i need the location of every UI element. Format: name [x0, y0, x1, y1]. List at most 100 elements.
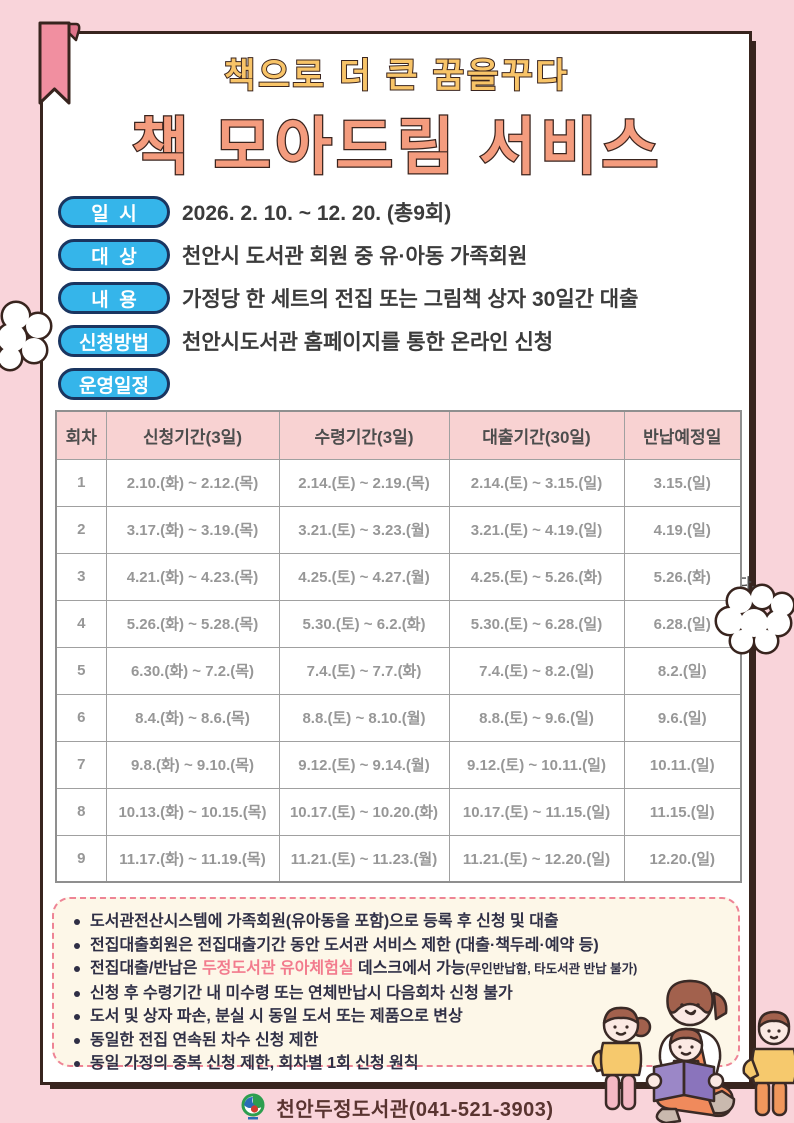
- header-loan-period: 대출기간(30일): [448, 410, 625, 460]
- note-text: 신청 후 수령기간 내 미수령 또는 연체반납시 다음회차 신청 불가: [90, 984, 513, 1002]
- cell-loan: 7.4.(토) ~ 8.2.(일): [448, 646, 625, 695]
- note-item: 전집대출/반납은 두정도서관 유아체험실 데스크에서 가능(무인반납함, 타도서…: [72, 957, 728, 982]
- cell-apply: 11.17.(화) ~ 11.19.(목): [105, 834, 280, 883]
- library-logo-icon: [241, 1093, 265, 1120]
- note-item: 도서 및 상자 파손, 분실 시 동일 도서 또는 제품으로 변상: [72, 1005, 728, 1029]
- cell-apply: 4.21.(화) ~ 4.23.(목): [105, 552, 280, 601]
- library-name-phone: 천안두정도서관(041-521-3903): [276, 1098, 554, 1121]
- cell-apply: 8.4.(화) ~ 8.6.(목): [105, 693, 280, 742]
- target-value: 천안시 도서관 회원 중 유·아동 가족회원: [182, 245, 528, 268]
- cell-round: 3: [55, 552, 107, 601]
- note-text: 동일한 전집 연속된 차수 신청 제한: [90, 1031, 319, 1049]
- schedule-table: 회차 신청기간(3일) 수령기간(3일) 대출기간(30일) 반납예정일 1 2…: [55, 410, 742, 883]
- cell-receive: 10.17.(토) ~ 10.20.(화): [278, 787, 450, 836]
- cell-apply: 2.10.(화) ~ 2.12.(목): [105, 458, 280, 507]
- note-item: 신청 후 수령기간 내 미수령 또는 연체반납시 다음회차 신청 불가: [72, 982, 728, 1006]
- cell-receive: 11.21.(토) ~ 11.23.(월): [278, 834, 450, 883]
- cell-loan: 8.8.(토) ~ 9.6.(일): [448, 693, 625, 742]
- table-row: 6 8.4.(화) ~ 8.6.(목) 8.8.(토) ~ 8.10.(월) 8…: [55, 693, 742, 742]
- table-row: 4 5.26.(화) ~ 5.28.(목) 5.30.(토) ~ 6.2.(화)…: [55, 599, 742, 648]
- footer: 천안두정도서관(041-521-3903): [0, 1091, 794, 1123]
- cell-return: 4.19.(일): [623, 505, 742, 554]
- cell-loan: 5.30.(토) ~ 6.28.(일): [448, 599, 625, 648]
- table-row: 7 9.8.(화) ~ 9.10.(목) 9.12.(토) ~ 9.14.(월)…: [55, 740, 742, 789]
- cell-receive: 4.25.(토) ~ 4.27.(월): [278, 552, 450, 601]
- cell-round: 8: [55, 787, 107, 836]
- table-row: 9 11.17.(화) ~ 11.19.(목) 11.21.(토) ~ 11.2…: [55, 834, 742, 883]
- note-highlight-text: 두정도서관 유아체험실: [201, 960, 354, 977]
- cell-round: 9: [55, 834, 107, 883]
- cell-loan: 3.21.(토) ~ 4.19.(일): [448, 505, 625, 554]
- cell-round: 1: [55, 458, 107, 507]
- poster-subtitle: 책으로 더 큰 꿈을꾸다: [223, 56, 570, 96]
- cell-loan: 10.17.(토) ~ 11.15.(일): [448, 787, 625, 836]
- cell-loan: 2.14.(토) ~ 3.15.(일): [448, 458, 625, 507]
- cell-loan: 11.21.(토) ~ 12.20.(일): [448, 834, 625, 883]
- content-value: 가정당 한 세트의 전집 또는 그림책 상자 30일간 대출: [182, 288, 639, 311]
- info-row-date: 일 시 2026. 2. 10. ~ 12. 20. (총9회): [58, 196, 451, 228]
- note-item: 동일한 전집 연속된 차수 신청 제한: [72, 1029, 728, 1053]
- cell-receive: 9.12.(토) ~ 9.14.(월): [278, 740, 450, 789]
- cell-round: 7: [55, 740, 107, 789]
- poster-title: 책 모아드림 서비스: [130, 112, 663, 184]
- header-round: 회차: [55, 410, 107, 460]
- cell-return: 10.11.(일): [623, 740, 742, 789]
- note-item: 전집대출회원은 전집대출기간 동안 도서관 서비스 제한 (대출·책두레·예약 …: [72, 934, 728, 958]
- note-text: 도서 및 상자 파손, 분실 시 동일 도서 또는 제품으로 변상: [90, 1008, 463, 1025]
- bookmark-ribbon-icon: [38, 21, 81, 105]
- table-row: 1 2.10.(화) ~ 2.12.(목) 2.14.(토) ~ 2.19.(목…: [55, 458, 742, 507]
- cloud-decoration-left: [0, 300, 53, 372]
- info-row-apply-method: 신청방법 천안시도서관 홈페이지를 통한 온라인 신청: [58, 325, 553, 357]
- schedule-table-wrap: 회차 신청기간(3일) 수령기간(3일) 대출기간(30일) 반납예정일 1 2…: [55, 410, 742, 883]
- apply-method-value: 천안시도서관 홈페이지를 통한 온라인 신청: [182, 331, 554, 354]
- cell-apply: 3.17.(화) ~ 3.19.(목): [105, 505, 280, 554]
- cell-round: 6: [55, 693, 107, 742]
- info-row-schedule: 운영일정: [58, 368, 182, 400]
- apply-method-label-pill: 신청방법: [58, 325, 170, 357]
- schedule-label-pill: 운영일정: [58, 368, 170, 400]
- cell-loan: 4.25.(토) ~ 5.26.(화): [448, 552, 625, 601]
- header-return-date: 반납예정일: [623, 410, 742, 460]
- cell-loan: 9.12.(토) ~ 10.11.(일): [448, 740, 625, 789]
- date-value: 2026. 2. 10. ~ 12. 20. (총9회): [182, 202, 452, 225]
- content-label-pill: 내 용: [58, 282, 170, 314]
- cell-receive: 3.21.(토) ~ 3.23.(월): [278, 505, 450, 554]
- date-label-pill: 일 시: [58, 196, 170, 228]
- info-row-target: 대 상 천안시 도서관 회원 중 유·아동 가족회원: [58, 239, 527, 271]
- cell-round: 4: [55, 599, 107, 648]
- cell-round: 5: [55, 646, 107, 695]
- note-text: 전집대출회원은 전집대출기간 동안 도서관 서비스 제한 (대출·책두레·예약 …: [90, 936, 599, 954]
- note-text: 도서관전산시스템에 가족회원(유아동을 포함)으로 등록 후 신청 및 대출: [90, 913, 559, 930]
- notes-list: 도서관전산시스템에 가족회원(유아동을 포함)으로 등록 후 신청 및 대출 전…: [72, 910, 728, 1076]
- cell-return: 11.15.(일): [623, 787, 742, 836]
- note-text: 동일 가정의 중복 신청 제한, 회차별 1회 신청 원칙: [90, 1055, 419, 1072]
- cell-round: 2: [55, 505, 107, 554]
- note-item: 도서관전산시스템에 가족회원(유아동을 포함)으로 등록 후 신청 및 대출: [72, 910, 728, 934]
- note-item: 동일 가정의 중복 신청 제한, 회차별 1회 신청 원칙: [72, 1052, 728, 1076]
- cell-return: 3.15.(일): [623, 458, 742, 507]
- cell-receive: 8.8.(토) ~ 8.10.(월): [278, 693, 450, 742]
- info-row-content: 내 용 가정당 한 세트의 전집 또는 그림책 상자 30일간 대출: [58, 282, 638, 314]
- target-label-pill: 대 상: [58, 239, 170, 271]
- table-row: 5 6.30.(화) ~ 7.2.(목) 7.4.(토) ~ 7.7.(화) 7…: [55, 646, 742, 695]
- cell-receive: 5.30.(토) ~ 6.2.(화): [278, 599, 450, 648]
- cloud-decoration-right: [714, 583, 794, 655]
- table-row: 8 10.13.(화) ~ 10.15.(목) 10.17.(토) ~ 10.2…: [55, 787, 742, 836]
- header-receive-period: 수령기간(3일): [278, 410, 450, 460]
- cell-receive: 7.4.(토) ~ 7.7.(화): [278, 646, 450, 695]
- note-text: 전집대출/반납은: [90, 960, 202, 977]
- family-illustration: [591, 979, 794, 1123]
- cell-apply: 9.8.(화) ~ 9.10.(목): [105, 740, 280, 789]
- cell-return: 12.20.(일): [623, 834, 742, 883]
- cell-receive: 2.14.(토) ~ 2.19.(목): [278, 458, 450, 507]
- table-row: 2 3.17.(화) ~ 3.19.(목) 3.21.(토) ~ 3.23.(월…: [55, 505, 742, 554]
- cell-return: 9.6.(일): [623, 693, 742, 742]
- table-header-row: 회차 신청기간(3일) 수령기간(3일) 대출기간(30일) 반납예정일: [55, 410, 742, 460]
- header-apply-period: 신청기간(3일): [105, 410, 280, 460]
- note-text: 데스크에서 가능: [353, 960, 466, 977]
- cell-apply: 10.13.(화) ~ 10.15.(목): [105, 787, 280, 836]
- cell-apply: 5.26.(화) ~ 5.28.(목): [105, 599, 280, 648]
- cell-apply: 6.30.(화) ~ 7.2.(목): [105, 646, 280, 695]
- note-small-text: (무인반납함, 타도서관 반납 불가): [465, 962, 638, 976]
